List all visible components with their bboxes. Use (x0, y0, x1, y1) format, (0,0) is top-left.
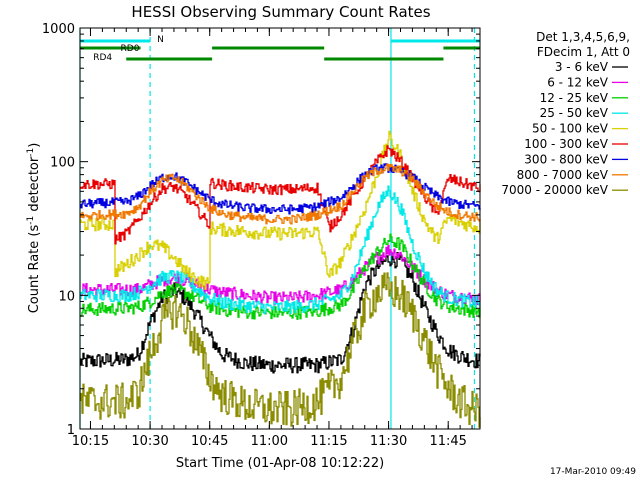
x-tick-label-10-15: 10:15 (72, 434, 109, 449)
x-tick-label-11-00: 11:00 (251, 434, 288, 449)
axes-ticks: 10:15 10:30 10:45 11:00 11:15 11:30 11:45 1 10 10… (42, 22, 480, 449)
chart-title: HESSI Observing Summary Count Rates (131, 3, 430, 21)
legend-label-800-7000-kev: 800 - 7000 keV (517, 168, 609, 182)
x-tick-label-11-30: 11:30 (370, 434, 407, 449)
y-axis-label-mid: detector (27, 156, 42, 216)
footer-timestamp: 17-Mar-2010 09:49 (550, 467, 636, 477)
x-tick-label-10-30: 10:30 (131, 434, 168, 449)
plot-frame (79, 27, 481, 430)
legend: Det 1,3,4,5,6,9, FDecim 1, Att 0 3 - 6 k… (501, 30, 630, 197)
x-axis-label: Start Time (01-Apr-08 10:12:22) (176, 456, 384, 471)
legend-label-50-100-kev: 50 - 100 keV (532, 122, 609, 136)
x-tick-label-10-45: 10:45 (191, 434, 228, 449)
series-25-50-kev (80, 185, 481, 315)
y-axis-label-end: ) (27, 143, 42, 148)
y-axis-label-sup1: -1 (26, 216, 36, 225)
y-axis-label-main: Count Rate (s (27, 225, 42, 314)
y-tick-label-100: 100 (50, 156, 75, 171)
x-tick-label-11-15: 11:15 (310, 434, 347, 449)
legend-label-100-300-kev: 100 - 300 keV (524, 137, 608, 151)
series-800-7000-kev (80, 163, 481, 225)
legend-label-12-25-kev: 12 - 25 keV (540, 91, 609, 105)
y-tick-label-1000: 1000 (42, 22, 75, 37)
y-axis-label-sup2: -1 (26, 148, 36, 157)
legend-label-7000-20000-kev: 7000 - 20000 keV (501, 183, 608, 197)
state-bar-rd0-label: RD0 (121, 44, 140, 54)
legend-label-6-12-kev: 6 - 12 keV (547, 75, 609, 89)
legend-label-300-800-kev: 300 - 800 keV (524, 152, 608, 166)
legend-label-3-6-kev: 3 - 6 keV (555, 60, 609, 74)
series-group (80, 130, 481, 428)
series-7000-20000-kev (80, 272, 481, 428)
legend-header-1: Det 1,3,4,5,6,9, (536, 30, 630, 44)
x-tick-label-11-45: 11:45 (429, 434, 466, 449)
series-3-6-kev (80, 251, 481, 374)
state-bar-rd4-label: RD4 (93, 53, 112, 63)
legend-label-25-50-kev: 25 - 50 keV (540, 106, 609, 120)
series-50-100-kev (80, 130, 481, 291)
state-bar-n-label: N (157, 35, 164, 45)
series-300-800-kev (80, 163, 481, 215)
legend-header-2: FDecim 1, Att 0 (537, 45, 630, 59)
y-tick-label-1: 1 (67, 423, 75, 438)
series-12-25-kev (80, 233, 481, 320)
y-tick-label-10: 10 (58, 289, 75, 304)
state-bars: N RD0 RD4 (80, 35, 480, 63)
y-axis-label: Count Rate (s-1 detector-1) (26, 143, 42, 314)
